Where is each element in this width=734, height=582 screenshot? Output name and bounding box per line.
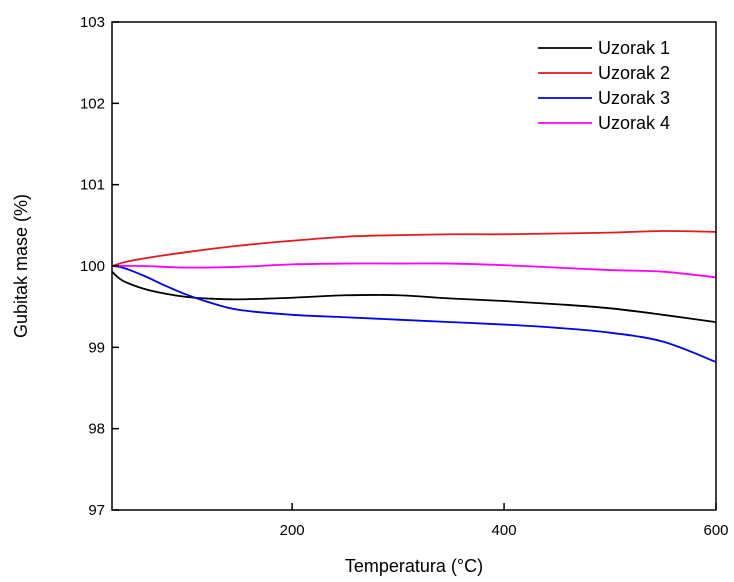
y-tick-label: 100	[80, 258, 105, 275]
x-tick-label: 600	[703, 522, 728, 539]
y-tick-label: 99	[88, 339, 105, 356]
legend-label-3: Uzorak 3	[598, 88, 670, 108]
legend-label-1: Uzorak 1	[598, 38, 670, 58]
y-tick-label: 102	[80, 95, 105, 112]
y-axis-label: Gubitak mase (%)	[11, 194, 31, 338]
legend-label-4: Uzorak 4	[598, 113, 670, 133]
y-tick-label: 97	[88, 502, 105, 519]
y-tick-label: 103	[80, 14, 105, 31]
y-tick-label: 101	[80, 177, 105, 194]
series-line-2	[111, 230, 717, 267]
x-tick-label: 200	[280, 522, 305, 539]
series-line-1	[111, 271, 717, 324]
series-line-4	[111, 262, 717, 279]
ticks-layer: 200 400 600 97 98 99 100 101 102 103	[80, 14, 729, 539]
y-tick-label: 98	[88, 421, 105, 438]
x-tick-label: 400	[492, 522, 517, 539]
series-layer	[111, 230, 717, 363]
series-line-3	[111, 265, 717, 363]
legend-label-2: Uzorak 2	[598, 63, 670, 83]
legend: Uzorak 1 Uzorak 2 Uzorak 3 Uzorak 4	[538, 38, 670, 133]
x-axis-label: Temperatura (°C)	[345, 556, 483, 576]
